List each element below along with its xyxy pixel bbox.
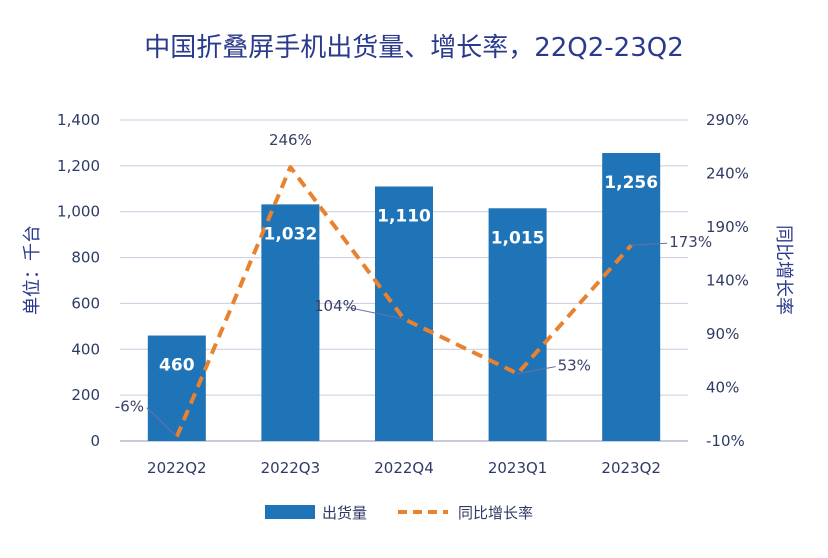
growth-value-label: 173%	[669, 233, 712, 251]
y2-axis-label: 同比增长率	[773, 225, 794, 315]
x-tick-label: 2022Q4	[374, 459, 434, 477]
bar-value-label: 1,015	[491, 228, 545, 248]
legend: 出货量 同比增长率	[265, 504, 533, 522]
data-labels: 460 1,032 1,110 1,015 1,256 -6% 246% 104% 53% 173…	[115, 131, 712, 438]
axis-ticks: 0 200 400 600 800 1,000 1,200 1,400 -10% 40% 90% 14…	[57, 111, 749, 477]
bar	[261, 204, 320, 441]
y2-tick-label: 40%	[706, 379, 739, 397]
bar	[602, 153, 661, 441]
x-tick-label: 2022Q2	[147, 459, 207, 477]
growth-value-label: 104%	[314, 297, 357, 315]
growth-label-leader	[631, 242, 668, 246]
legend-label-shipments: 出货量	[322, 504, 367, 522]
y-tick-label: 1,200	[57, 157, 100, 175]
x-tick-label: 2023Q1	[488, 459, 548, 477]
growth-label-leader	[345, 306, 405, 320]
bars	[147, 153, 661, 441]
chart-title: 中国折叠屏手机出货量、增长率，22Q2-23Q2	[144, 33, 684, 63]
y-tick-label: 1,000	[57, 203, 100, 221]
growth-label-leader	[517, 366, 556, 375]
growth-value-label: -6%	[115, 398, 144, 416]
legend-label-growth: 同比增长率	[458, 504, 533, 522]
y2-tick-label: 290%	[706, 111, 749, 129]
y2-tick-label: 140%	[706, 272, 749, 290]
bar-value-label: 1,032	[264, 224, 318, 244]
y2-tick-label: 240%	[706, 165, 749, 183]
bar-value-label: 1,110	[377, 206, 431, 226]
x-tick-label: 2023Q2	[601, 459, 661, 477]
y-tick-label: 600	[71, 294, 100, 312]
y2-tick-label: -10%	[706, 432, 745, 450]
y-tick-label: 200	[71, 386, 100, 404]
y-tick-label: 400	[71, 340, 100, 358]
x-tick-label: 2022Q3	[261, 459, 321, 477]
y-tick-label: 0	[90, 432, 100, 450]
growth-value-label: 246%	[269, 131, 312, 149]
y-axis-label: 单位：千台	[22, 225, 43, 315]
bar-value-label: 460	[159, 356, 195, 376]
bar	[147, 335, 206, 441]
bar-value-label: 1,256	[604, 173, 658, 193]
bar	[488, 208, 547, 441]
y-tick-label: 800	[71, 249, 100, 267]
growth-value-label: 53%	[558, 357, 591, 375]
bar	[375, 186, 433, 441]
y2-tick-label: 90%	[706, 325, 739, 343]
y-tick-label: 1,400	[57, 111, 100, 129]
growth-label-leader	[146, 407, 178, 438]
y2-tick-label: 190%	[706, 218, 749, 236]
legend-swatch-shipments	[265, 505, 315, 519]
